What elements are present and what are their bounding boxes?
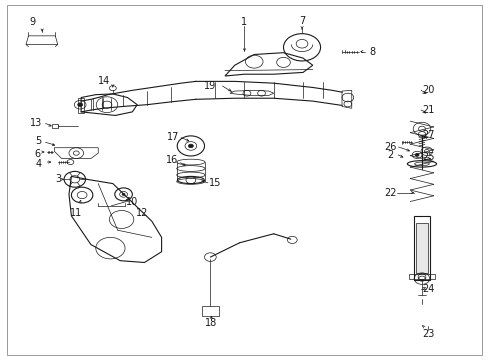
Text: 20: 20 bbox=[421, 85, 434, 95]
Circle shape bbox=[188, 144, 193, 148]
Text: 27: 27 bbox=[421, 130, 434, 140]
Text: 1: 1 bbox=[241, 17, 247, 27]
Text: 25: 25 bbox=[421, 152, 434, 162]
Text: 9: 9 bbox=[29, 17, 35, 27]
Text: 8: 8 bbox=[368, 46, 375, 57]
Text: 15: 15 bbox=[209, 178, 221, 188]
Bar bbox=[52, 125, 58, 128]
Text: 10: 10 bbox=[126, 197, 138, 207]
Bar bbox=[415, 223, 427, 273]
Circle shape bbox=[122, 193, 125, 195]
Text: 4: 4 bbox=[36, 159, 41, 169]
Bar bbox=[201, 306, 219, 316]
Text: 17: 17 bbox=[166, 132, 179, 142]
Text: 18: 18 bbox=[205, 318, 217, 328]
Text: 23: 23 bbox=[421, 329, 434, 339]
Text: 24: 24 bbox=[421, 284, 434, 294]
Text: 12: 12 bbox=[136, 208, 148, 218]
Text: 6: 6 bbox=[34, 149, 40, 159]
Text: 5: 5 bbox=[36, 136, 42, 146]
Text: 16: 16 bbox=[166, 155, 178, 165]
Text: 21: 21 bbox=[421, 105, 434, 115]
Text: 26: 26 bbox=[384, 142, 396, 152]
Text: 11: 11 bbox=[70, 208, 82, 218]
Bar bbox=[413, 216, 429, 280]
Text: 7: 7 bbox=[298, 17, 305, 27]
Circle shape bbox=[414, 153, 418, 156]
Circle shape bbox=[78, 103, 82, 107]
Text: 22: 22 bbox=[384, 188, 396, 198]
Text: 3: 3 bbox=[55, 174, 61, 184]
Text: 19: 19 bbox=[204, 81, 216, 91]
Text: 2: 2 bbox=[387, 150, 393, 160]
Text: 14: 14 bbox=[98, 76, 110, 86]
Text: 13: 13 bbox=[30, 118, 42, 128]
